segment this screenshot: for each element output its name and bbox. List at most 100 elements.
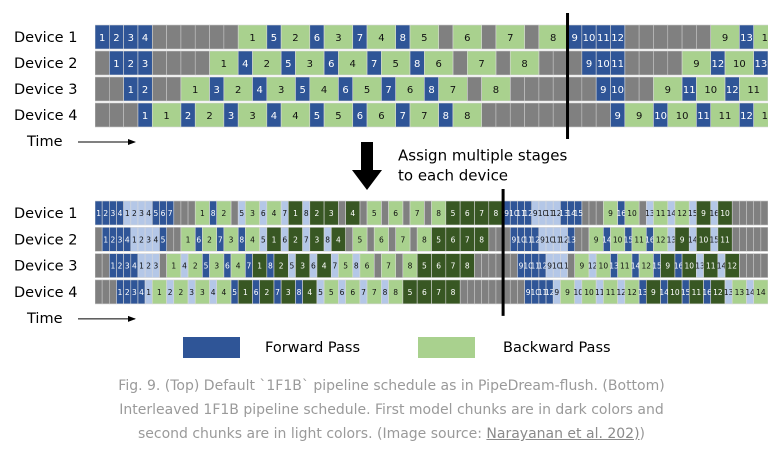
cell-label: 4 (146, 209, 151, 218)
cell-label: 1 (293, 209, 298, 218)
cell-label: 12 (588, 262, 598, 271)
backward-cell (445, 279, 461, 305)
backward-cell (474, 227, 490, 252)
cell-label: 1 (186, 235, 191, 244)
caption-line: Interleaved 1F1B pipeline schedule. Firs… (119, 402, 664, 418)
source-link[interactable]: Narayanan et al. 202) (486, 426, 640, 442)
cell-label: 5 (299, 85, 305, 96)
cell-label: 1 (103, 235, 108, 244)
cell-label: 8 (451, 288, 456, 297)
cell-label: 8 (479, 235, 484, 244)
cell-label: 12 (523, 209, 533, 218)
cell-label: 6 (342, 85, 348, 96)
backward-cell (452, 102, 482, 128)
idle-cell (552, 76, 568, 102)
cell-label: 1 (139, 262, 144, 271)
idle-cell (95, 102, 110, 128)
backward-cell (753, 279, 768, 305)
cell-label: 7 (465, 235, 470, 244)
cell-label: 2 (113, 33, 119, 44)
cell-label: 2 (235, 85, 241, 96)
cell-label: 5 (343, 262, 348, 271)
cell-label: 9 (504, 209, 509, 218)
idle-cell (481, 253, 490, 278)
cell-label: 8 (297, 288, 302, 297)
cell-label: 9 (636, 111, 642, 122)
cell-label: 10 (684, 262, 694, 271)
idle-cell (753, 227, 762, 252)
cell-label: 6 (451, 235, 456, 244)
idle-cell (409, 227, 418, 252)
cell-label: 2 (315, 209, 320, 218)
cell-label: 4 (350, 209, 355, 218)
backward-cell (395, 227, 411, 252)
cell-label: 4 (153, 235, 158, 244)
cell-label: 5 (358, 235, 363, 244)
cell-label: 15 (573, 209, 583, 218)
cell-label: 10 (584, 288, 594, 297)
cell-label: 10 (516, 235, 526, 244)
idle-cell (95, 50, 110, 76)
idle-cell (166, 24, 182, 50)
idle-cell (166, 227, 175, 252)
idle-cell (173, 200, 182, 226)
cell-label: 12 (531, 235, 541, 244)
cell-label: 6 (282, 235, 287, 244)
idle-cell (509, 253, 518, 278)
cell-label: 14 (667, 209, 677, 218)
cell-label: 8 (304, 209, 309, 218)
cell-label: 9 (594, 235, 599, 244)
idle-cell (509, 76, 525, 102)
cell-label: 15 (710, 235, 720, 244)
cell-label: 7 (400, 111, 406, 122)
cell-label: 6 (196, 235, 201, 244)
cell-label: 11 (559, 262, 569, 271)
cell-label: 8 (464, 111, 470, 122)
cell-label: 1 (163, 111, 169, 122)
cell-label: 10 (545, 235, 555, 244)
idle-cell (109, 102, 124, 128)
idle-cell (173, 227, 182, 252)
cell-label: 14 (756, 288, 766, 297)
idle-cell (338, 200, 346, 226)
cell-label: 1 (157, 288, 162, 297)
idle-cell (653, 24, 669, 50)
cell-label: 4 (182, 262, 187, 271)
cell-label: 3 (307, 59, 313, 70)
forward-cell (610, 76, 626, 102)
cell-label: 2 (132, 209, 137, 218)
cell-label: 11 (634, 235, 644, 244)
idle-cell (495, 102, 511, 128)
time-label: Time (26, 134, 63, 150)
cell-label: 2 (264, 59, 270, 70)
idle-cell (395, 253, 404, 278)
idle-cell (388, 227, 397, 252)
idle-cell (95, 227, 103, 252)
cell-label: 8 (493, 85, 499, 96)
backward-cell (345, 200, 361, 226)
cell-label: 11 (683, 85, 696, 96)
cell-label: 1 (221, 59, 227, 70)
idle-cell (588, 200, 597, 226)
cell-label: 1 (142, 111, 148, 122)
cell-label: 2 (146, 262, 151, 271)
cell-label: 9 (722, 33, 728, 44)
cell-label: 10 (704, 85, 717, 96)
cell-label: 4 (139, 288, 144, 297)
cell-label: 10 (627, 209, 637, 218)
idle-cell (567, 50, 583, 76)
cell-label: 5 (364, 85, 370, 96)
backward-cell (624, 200, 640, 226)
cell-label: 8 (494, 209, 499, 218)
cell-label: 8 (211, 209, 216, 218)
cell-label: 11 (538, 288, 548, 297)
cell-label: 4 (336, 235, 341, 244)
forward-cell (610, 24, 626, 50)
idle-cell (230, 200, 239, 226)
cell-label: 3 (146, 235, 151, 244)
transition-text: to each device (398, 167, 508, 185)
idle-cell (509, 279, 518, 305)
cell-label: 10 (654, 111, 667, 122)
backward-cell (409, 200, 425, 226)
cell-label: 3 (286, 288, 291, 297)
